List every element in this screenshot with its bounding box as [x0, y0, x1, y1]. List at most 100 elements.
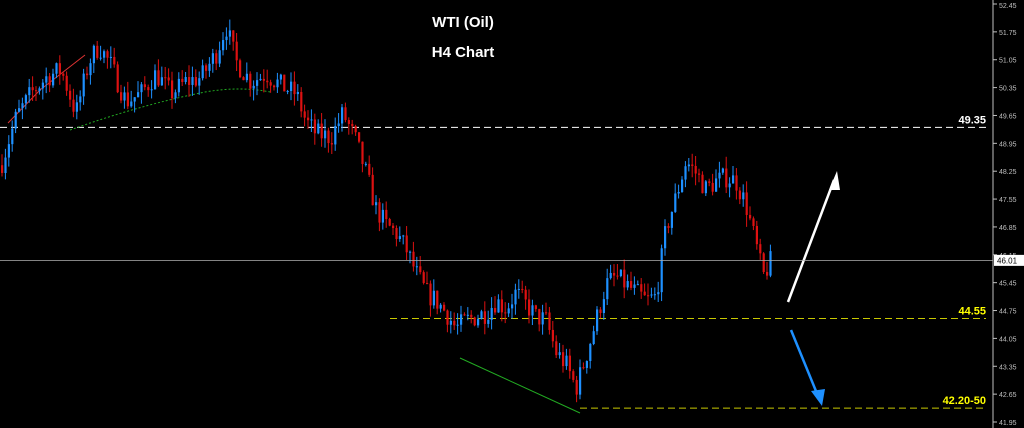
candle-body [103, 51, 106, 58]
candle-body [650, 294, 653, 296]
candle-body [395, 228, 398, 239]
candle-body [412, 251, 415, 267]
candle-body [555, 341, 558, 356]
candle-body [490, 307, 493, 320]
candle-body [589, 343, 592, 362]
candle-body [691, 164, 694, 166]
candle-body [711, 182, 714, 192]
candle-body [320, 123, 323, 139]
candle-body [415, 266, 418, 268]
candle-body [28, 87, 31, 96]
candle-body [728, 183, 731, 188]
candle-body [402, 235, 405, 237]
candle-body [133, 97, 136, 102]
candle-body [684, 166, 687, 180]
candle-body [222, 40, 225, 51]
candle-body [249, 73, 252, 89]
candle-body [398, 236, 401, 239]
candle-body [623, 269, 626, 288]
candle-body [698, 173, 701, 175]
candle-body [371, 174, 374, 206]
chart-subtitle: H4 Chart [432, 44, 495, 61]
candle-body [58, 63, 61, 74]
candle-body [381, 209, 384, 223]
candle-body [619, 269, 622, 277]
candle-body [745, 192, 748, 215]
candle-body [167, 77, 170, 81]
tick-label: 43.35 [999, 364, 1017, 371]
candle-body [24, 95, 27, 104]
candle-body [494, 307, 497, 313]
candle-body [599, 309, 602, 314]
candle-body [545, 312, 548, 314]
candle-body [392, 225, 395, 229]
tick-label: 51.75 [999, 30, 1017, 37]
candle-body [208, 63, 211, 71]
candle-body [453, 320, 456, 326]
candle-body [409, 251, 412, 253]
candle-body [293, 81, 296, 95]
candle-body [732, 175, 735, 184]
candle-body [419, 266, 422, 273]
candle-body [21, 103, 24, 109]
tick-label: 44.05 [999, 336, 1017, 343]
candles-layer [1, 19, 772, 403]
candle-body [575, 379, 578, 395]
candle-body [670, 211, 673, 228]
candle-body [582, 367, 585, 369]
candle-body [228, 30, 231, 37]
tick-label: 51.05 [999, 58, 1017, 65]
candle-body [769, 251, 772, 276]
candle-body [276, 79, 279, 88]
tick-label: 48.25 [999, 169, 1017, 176]
candle-body [245, 73, 248, 81]
candle-body [317, 123, 320, 134]
candle-body [463, 314, 466, 316]
candle-body [487, 319, 490, 324]
candle-body [109, 56, 112, 58]
candle-body [524, 289, 527, 300]
tick-label: 52.45 [999, 3, 1017, 10]
candle-body [256, 80, 259, 86]
candle-body [225, 36, 228, 41]
candle-body [609, 272, 612, 279]
candle-body [198, 78, 201, 86]
candle-body [456, 324, 459, 326]
candle-body [558, 352, 561, 356]
candle-body [7, 144, 10, 158]
candle-body [708, 181, 711, 183]
candle-body [89, 63, 92, 76]
candle-body [432, 290, 435, 306]
candle-body [528, 299, 531, 316]
candle-body [742, 192, 745, 200]
candle-body [562, 352, 565, 367]
candle-body [48, 76, 51, 86]
candle-body [565, 355, 568, 367]
candle-body [232, 30, 235, 42]
candle-body [86, 73, 89, 76]
candle-body [364, 163, 367, 165]
candle-body [79, 96, 82, 103]
candle-body [660, 248, 663, 293]
candle-body [181, 78, 184, 82]
candle-body [14, 111, 17, 129]
candle-body [470, 314, 473, 318]
candle-body [218, 50, 221, 64]
candle-body [738, 190, 741, 200]
candle-body [664, 226, 667, 249]
candle-body [687, 164, 690, 167]
candle-body [426, 283, 429, 285]
tick-label: 44.75 [999, 309, 1017, 316]
candle-body [572, 371, 575, 380]
candle-body [273, 85, 276, 88]
candle-body [252, 85, 255, 89]
candle-body [184, 77, 187, 82]
levels-layer: 49.35 44.55 42.20-50 [0, 114, 986, 409]
candle-body [344, 107, 347, 121]
candle-body [606, 278, 609, 300]
candle-body [279, 74, 282, 80]
candle-body [477, 318, 480, 326]
candle-body [752, 218, 755, 226]
candle-body [480, 311, 483, 319]
candle-body [667, 226, 670, 228]
